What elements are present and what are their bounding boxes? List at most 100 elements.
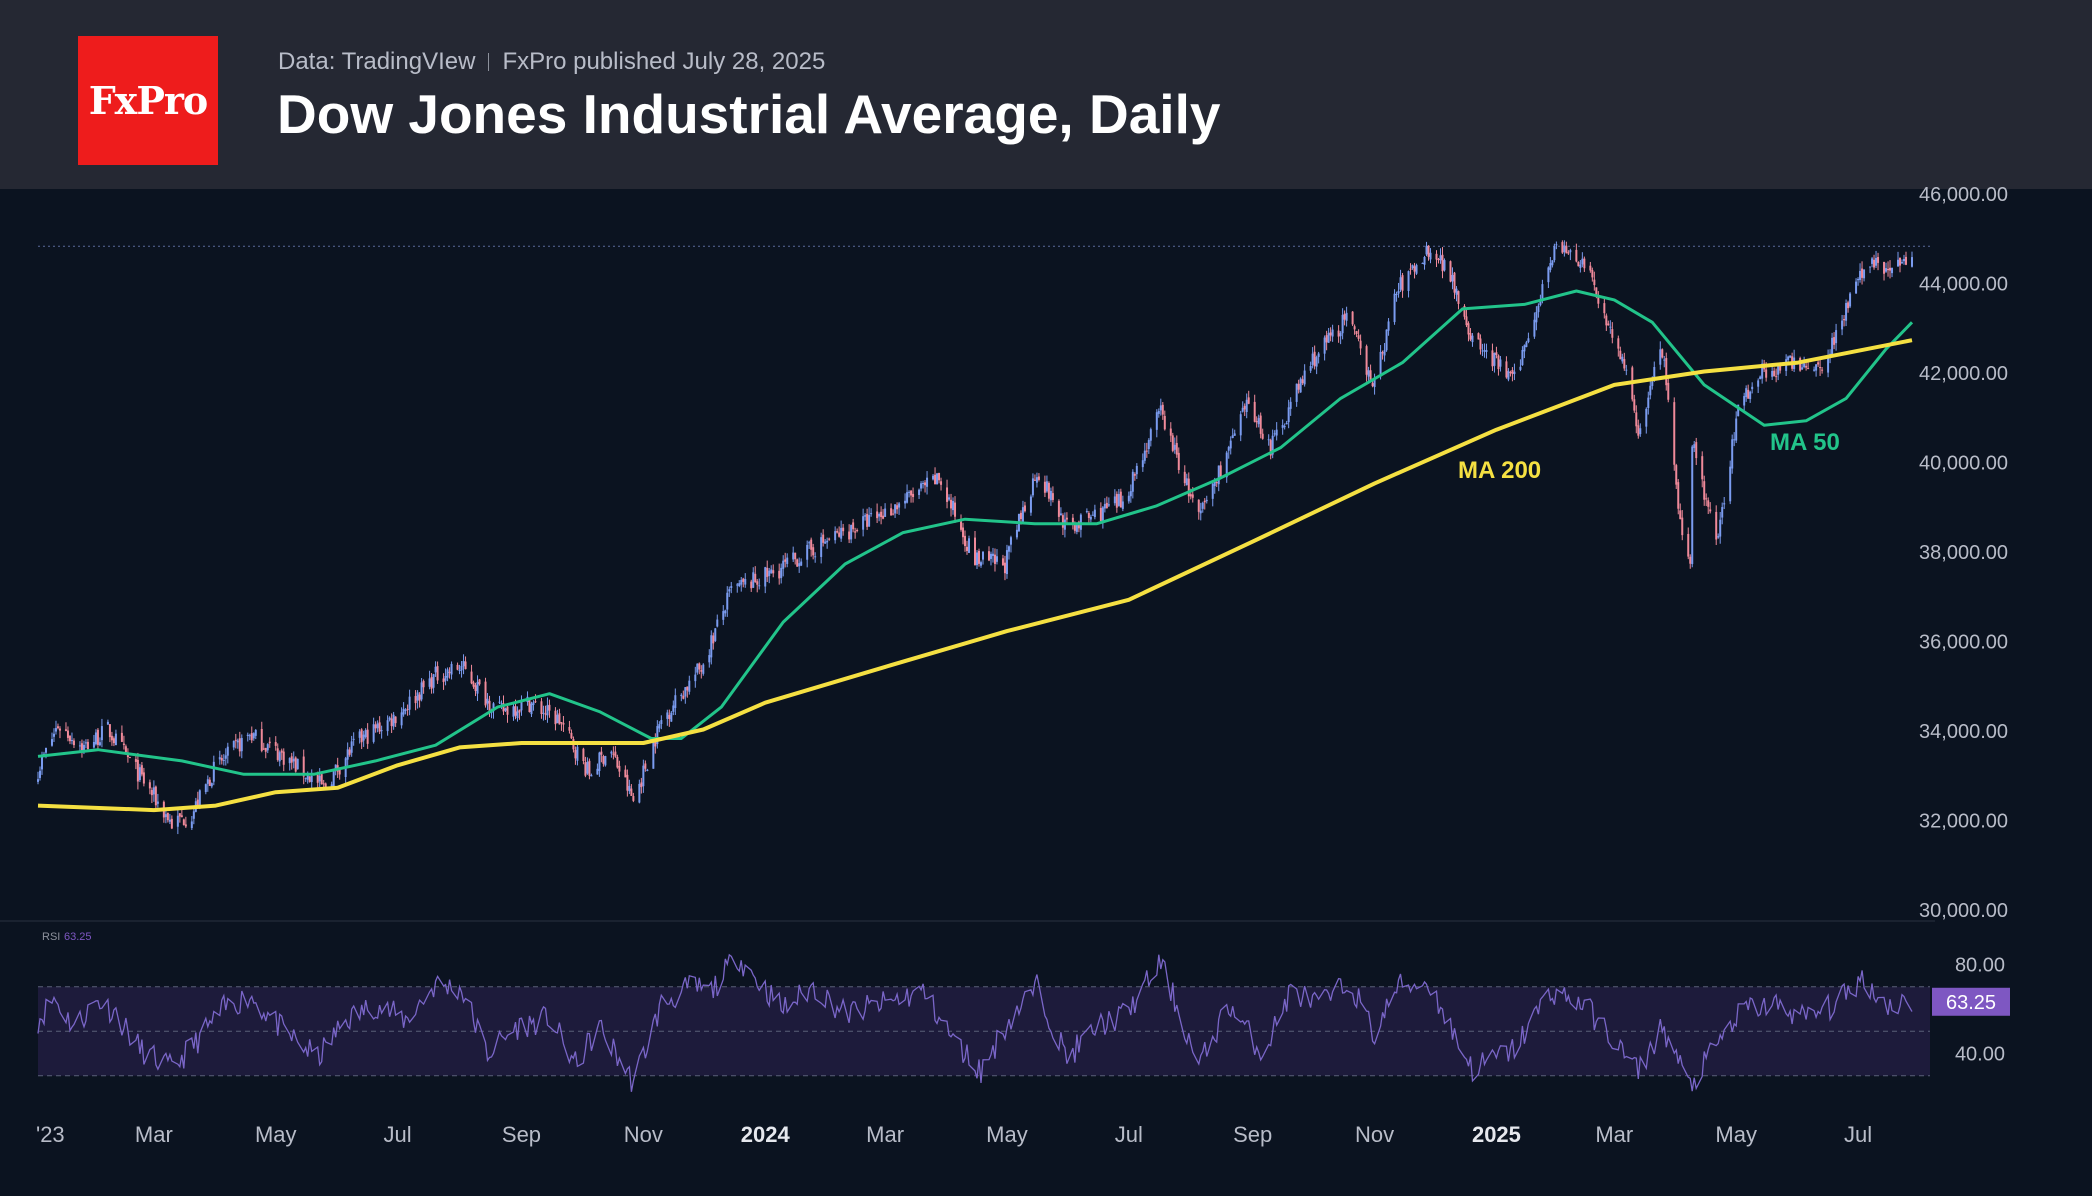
candle-body	[842, 527, 845, 532]
candle-body	[386, 720, 389, 732]
candle-body	[644, 763, 647, 769]
candle-body	[764, 567, 767, 587]
candle-body	[1255, 420, 1258, 423]
candle-body	[1887, 268, 1890, 271]
candle-body	[1841, 320, 1844, 330]
candle-body	[346, 749, 349, 760]
candle-body	[1001, 558, 1004, 566]
candle-body	[1315, 357, 1318, 367]
candle-body	[1217, 465, 1220, 485]
candle-body	[504, 708, 507, 711]
candle-body	[1743, 396, 1746, 406]
candle-body	[1745, 388, 1748, 398]
candle-body	[184, 824, 187, 827]
candle-body	[1835, 330, 1838, 344]
candle-body	[1211, 483, 1214, 499]
candle-body	[296, 758, 299, 770]
candle-body	[1331, 329, 1334, 337]
candle-body	[702, 664, 705, 674]
date-tick-label: Mar	[135, 1122, 173, 1147]
candle-body	[1115, 493, 1118, 508]
candle-body	[754, 573, 757, 583]
candle-body	[836, 531, 839, 533]
candle-body	[416, 692, 419, 701]
candle-body	[532, 702, 535, 705]
candle-body	[136, 759, 139, 782]
candle-body	[714, 628, 717, 641]
candle-body	[516, 711, 519, 719]
candle-body	[474, 685, 477, 692]
candle-body	[962, 527, 965, 538]
candle-body	[222, 759, 225, 761]
candle-body	[828, 538, 831, 540]
candle-body	[932, 475, 935, 480]
candle-body	[1093, 509, 1096, 518]
candle-body	[800, 561, 803, 566]
candle-body	[652, 742, 655, 769]
candle-body	[890, 508, 893, 516]
candle-body	[1855, 281, 1858, 294]
candle-body	[68, 735, 71, 742]
candle-body	[1203, 500, 1206, 503]
candle-body	[602, 756, 605, 764]
candle-body	[1009, 537, 1012, 545]
candle-body	[1539, 299, 1542, 306]
candle-body	[534, 701, 537, 703]
candle-body	[292, 758, 295, 762]
candle-body	[290, 756, 293, 763]
candle-body	[1735, 418, 1738, 441]
candle-body	[458, 670, 461, 672]
candle-body	[1693, 444, 1696, 449]
candle-body	[366, 729, 369, 744]
candle-body	[826, 540, 829, 543]
candle-body	[54, 728, 57, 732]
candle-body	[1469, 333, 1472, 340]
candle-body	[218, 757, 221, 760]
candle-body	[726, 592, 729, 610]
candle-body	[1131, 471, 1134, 492]
candle-body	[1191, 494, 1194, 498]
candle-body	[792, 552, 795, 560]
ma200-label: MA 200	[1458, 457, 1541, 484]
candle-body	[806, 544, 809, 560]
candle-body	[486, 698, 489, 704]
candle-body	[196, 799, 199, 808]
candle-body	[1675, 465, 1678, 485]
candle-body	[288, 758, 291, 764]
candle-body	[728, 589, 731, 592]
candle-body	[1847, 302, 1850, 309]
candle-body	[498, 701, 501, 703]
candle-body	[1213, 481, 1216, 487]
candle-body	[422, 680, 425, 688]
candle-body	[744, 579, 747, 585]
candle-body	[556, 714, 559, 724]
candle-body	[1819, 367, 1822, 369]
candle-body	[716, 619, 719, 627]
candle-body	[318, 775, 321, 782]
candle-body	[570, 732, 573, 739]
candle-body	[544, 713, 547, 715]
candle-body	[58, 728, 61, 731]
candle-body	[1687, 533, 1690, 557]
candle-body	[1813, 369, 1816, 371]
candle-body	[168, 819, 171, 822]
candle-body	[1351, 311, 1354, 325]
candle-body	[350, 741, 353, 753]
date-tick-label: Mar	[866, 1122, 904, 1147]
candle-body	[414, 695, 417, 704]
candle-body	[1575, 249, 1578, 262]
candle-body	[72, 740, 75, 746]
candle-body	[1553, 246, 1556, 261]
candle-body	[210, 783, 213, 787]
candle-body	[1757, 380, 1760, 387]
candle-body	[1511, 369, 1514, 374]
candle-body	[710, 635, 713, 658]
candle-body	[1861, 268, 1864, 278]
candle-body	[1177, 452, 1180, 470]
candle-body	[1663, 359, 1666, 361]
candle-body	[614, 751, 617, 757]
candle-body	[1341, 314, 1344, 334]
candle-body	[78, 745, 81, 747]
rsi-tick-label: 40.00	[1955, 1044, 2005, 1066]
